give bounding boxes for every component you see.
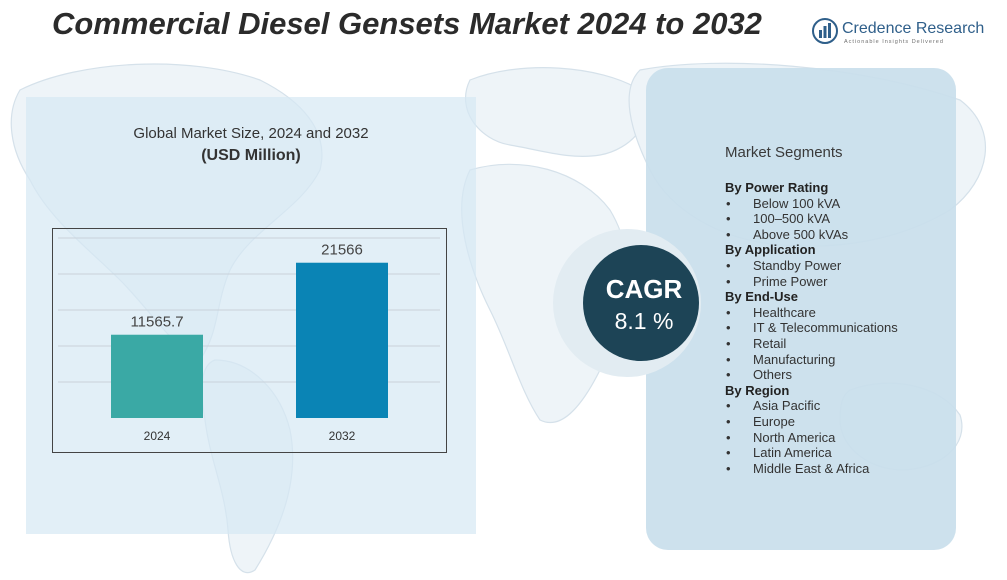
bar-2024 <box>111 334 203 418</box>
segment-group-title: By End-Use <box>725 289 798 305</box>
bullet-icon: • <box>726 429 731 445</box>
segment-item-label: Healthcare <box>753 304 816 320</box>
cagr-value: 8.1 % <box>614 308 674 334</box>
segment-item: • Above 500 kVAs <box>725 227 950 243</box>
segment-item-label: Asia Pacific <box>753 398 821 414</box>
data-label-2032: 21566 <box>321 242 363 259</box>
chart-subtitle: (USD Million) <box>201 147 301 164</box>
brand-name: Credence Research <box>842 20 985 37</box>
bullet-icon: • <box>726 398 731 414</box>
bullet-icon: • <box>726 195 731 211</box>
segment-item: • Manufacturing <box>725 352 950 368</box>
chart-frame <box>52 228 447 453</box>
cagr-inner-circle <box>583 245 699 361</box>
segment-item-label: Above 500 kVAs <box>753 226 849 242</box>
segments-heading: Market Segments <box>725 144 843 161</box>
segment-item: • Europe <box>725 414 950 430</box>
cagr-label: CAGR <box>605 274 683 304</box>
segment-item: • North America <box>725 430 950 446</box>
segment-item: • 100–500 kVA <box>725 211 950 227</box>
bullet-icon: • <box>726 335 731 351</box>
bar-2032 <box>296 262 388 418</box>
chart-title: Global Market Size, 2024 and 2032 <box>133 125 369 142</box>
bullet-icon: • <box>726 351 731 367</box>
segment-item: • Middle East & Africa <box>725 461 950 477</box>
segment-item-label: Standby Power <box>753 257 842 273</box>
segment-item-label: Prime Power <box>753 273 828 289</box>
segment-item: • Asia Pacific <box>725 398 950 414</box>
segment-item: • Prime Power <box>725 274 950 290</box>
segment-item-label: Retail <box>753 335 787 351</box>
bullet-icon: • <box>726 445 731 461</box>
segment-group-title: By Power Rating <box>725 180 829 195</box>
bullet-icon: • <box>726 273 731 289</box>
brand-logo: Credence Research Actionable Insights De… <box>812 18 992 50</box>
brand-tagline: Actionable Insights Delivered <box>844 39 944 45</box>
segment-item: • Healthcare <box>725 305 950 321</box>
segments-list: By Power Rating • Below 100 kVA • 100–500 kV… <box>725 180 950 476</box>
segment-item-label: Others <box>753 367 793 383</box>
x-tick-label: 2032 <box>329 429 356 443</box>
segment-item: • Standby Power <box>725 258 950 274</box>
segment-item-label: Europe <box>753 413 795 429</box>
segment-item: • IT & Telecommunications <box>725 320 950 336</box>
segment-item-label: North America <box>753 429 836 445</box>
bullet-icon: • <box>726 211 731 227</box>
segment-item: • Latin America <box>725 445 950 461</box>
segment-group-title: By Application <box>725 242 816 258</box>
segment-group-title: By Region <box>725 382 790 398</box>
segment-item-label: Below 100 kVA <box>753 195 841 211</box>
segment-item-label: Manufacturing <box>753 351 836 367</box>
bullet-icon: • <box>726 304 731 320</box>
segment-item-label: Latin America <box>753 445 832 461</box>
segment-item: • Retail <box>725 336 950 352</box>
page-title: Commercial Diesel Gensets Market 2024 to… <box>52 6 762 41</box>
cagr-badge <box>553 229 701 377</box>
bar-chart: 11565.7 2024 21566 2032 <box>52 228 447 453</box>
segment-item-label: Middle East & Africa <box>753 460 870 476</box>
bullet-icon: • <box>726 257 731 273</box>
x-tick-label: 2024 <box>144 429 171 443</box>
bullet-icon: • <box>726 226 731 242</box>
data-label-2024: 11565.7 <box>130 314 183 331</box>
bullet-icon: • <box>726 367 731 383</box>
segment-item-label: IT & Telecommunications <box>753 320 898 336</box>
bar-chart-logo-icon <box>812 18 838 44</box>
segment-item-label: 100–500 kVA <box>753 211 831 227</box>
bullet-icon: • <box>726 413 731 429</box>
segment-item: • Others <box>725 367 950 383</box>
chart-panel: Global Market Size, 2024 and 2032 (USD M… <box>26 97 476 534</box>
segment-item: • Below 100 kVA <box>725 196 950 212</box>
bullet-icon: • <box>726 320 731 336</box>
bullet-icon: • <box>726 460 731 476</box>
